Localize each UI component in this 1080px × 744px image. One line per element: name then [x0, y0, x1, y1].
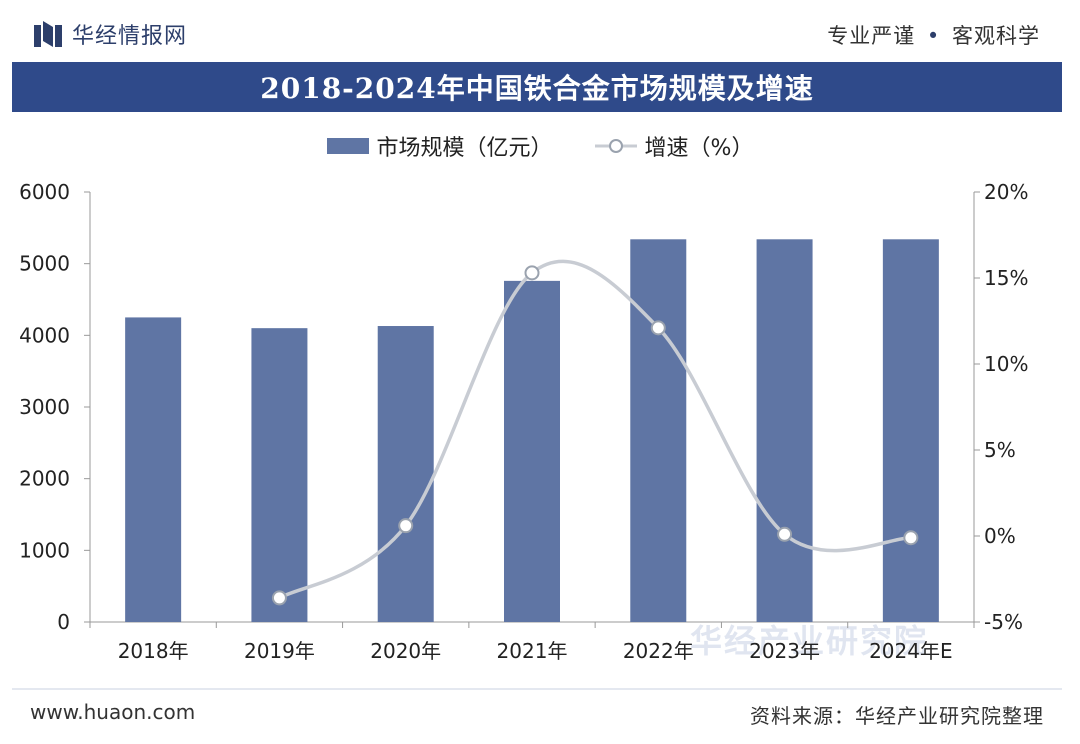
slogan-dot: •	[926, 24, 941, 48]
title-bar: 2018-2024年中国铁合金市场规模及增速	[12, 62, 1062, 112]
growth-point	[524, 265, 540, 281]
legend-item-growth: 增速（%）	[593, 130, 754, 162]
bar	[882, 239, 939, 623]
legend-label-market-size: 市场规模（亿元）	[376, 136, 553, 161]
growth-point	[777, 526, 793, 542]
y-right-tick-label: 5%	[984, 438, 1016, 462]
y-left-tick-label: 4000	[19, 323, 70, 347]
chart-title: 2018-2024年中国铁合金市场规模及增速	[260, 72, 814, 105]
slogan-left: 专业严谨	[827, 24, 916, 48]
y-left-tick-label: 6000	[19, 180, 70, 204]
bar	[251, 328, 308, 622]
y-right-tick-label: 20%	[984, 180, 1028, 204]
y-right-tick-label: 0%	[984, 524, 1016, 548]
x-tick-label: 2023年	[749, 639, 820, 663]
chart-svg: 0 1000 2000 3000 4000 5000 6000 -5% 0% 5% 10% 15% 20…	[19, 180, 1028, 663]
bar	[125, 317, 182, 622]
footer-source: 资料来源：华经产业研究院整理	[750, 704, 1044, 728]
legend-label-growth: 增速（%）	[644, 136, 754, 161]
x-tick-label: 2019年	[244, 639, 315, 663]
logo: 华经情报网	[34, 18, 187, 50]
bar	[377, 326, 434, 622]
y-left-tick-label: 3000	[19, 395, 70, 419]
header: 华经情报网 专业严谨 • 客观科学	[0, 0, 1080, 58]
x-tick-label: 2020年	[370, 639, 441, 663]
growth-line	[278, 259, 911, 600]
x-tick-label: 2018年	[118, 639, 189, 663]
slogan: 专业严谨 • 客观科学	[827, 20, 1040, 50]
legend: 市场规模（亿元） 增速（%）	[0, 128, 1080, 164]
legend-bar-swatch	[326, 138, 369, 154]
x-tick-label: 2024年E	[869, 639, 953, 663]
growth-point	[271, 590, 287, 606]
footer-divider	[12, 688, 1062, 690]
bar	[630, 239, 687, 623]
y-left-tick-label: 1000	[19, 538, 70, 562]
bar	[756, 239, 813, 623]
growth-point	[650, 320, 666, 336]
legend-line-swatch	[594, 139, 637, 153]
x-tick-label: 2022年	[623, 639, 694, 663]
bar	[504, 280, 560, 622]
logo-icon	[34, 21, 62, 47]
growth-point	[398, 518, 414, 534]
slogan-right: 客观科学	[952, 24, 1040, 48]
y-left-tick-label: 2000	[19, 467, 70, 491]
x-tick-label: 2021年	[497, 639, 568, 663]
y-right-tick-label: 10%	[984, 352, 1028, 376]
y-right-tick-label: -5%	[984, 610, 1023, 634]
y-left-tick-label: 5000	[19, 252, 70, 276]
legend-item-market-size: 市场规模（亿元）	[326, 130, 553, 162]
growth-point	[903, 530, 919, 546]
footer-website: www.huaon.com	[30, 700, 196, 724]
logo-text: 华经情报网	[72, 24, 188, 49]
watermark: 华经产业研究院	[690, 622, 929, 660]
y-left-tick-label: 0	[57, 610, 70, 634]
y-right-tick-label: 15%	[984, 266, 1028, 290]
